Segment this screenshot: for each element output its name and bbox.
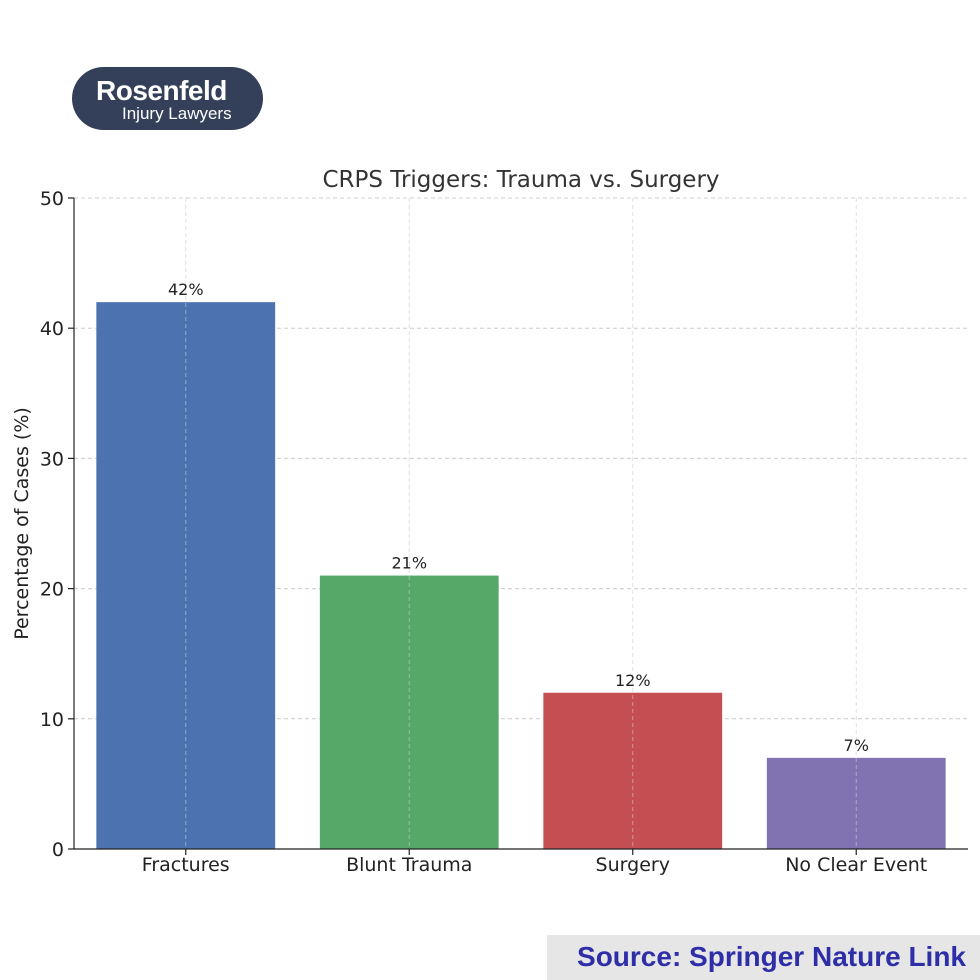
logo-brand-text: Rosenfeld — [96, 75, 227, 106]
bar-chart: 42% 21% 12% 7% 0 10 20 30 40 50 Fractures Blunt Tra… — [11, 167, 968, 876]
y-tick-label: 30 — [40, 448, 64, 470]
y-tick-label: 40 — [40, 318, 64, 340]
y-tick-label: 20 — [40, 579, 64, 601]
x-tick-label: Fractures — [142, 854, 230, 876]
x-tick-label: Surgery — [596, 854, 670, 876]
y-tick-label: 50 — [40, 188, 64, 210]
chart-title: CRPS Triggers: Trauma vs. Surgery — [322, 167, 719, 193]
source-banner: Source: Springer Nature Link — [547, 935, 980, 980]
data-label: 7% — [844, 736, 869, 755]
data-label: 12% — [615, 671, 651, 690]
x-tick-label: Blunt Trauma — [346, 854, 472, 876]
rosenfeld-logo[interactable]: Rosenfeld Injury Lawyers — [72, 67, 263, 130]
y-tick-label: 10 — [40, 709, 64, 731]
x-tick-label: No Clear Event — [785, 854, 927, 876]
source-text: Source: Springer Nature Link — [577, 941, 966, 972]
data-label: 21% — [391, 554, 427, 573]
y-tick-label: 0 — [52, 839, 64, 861]
data-label: 42% — [168, 280, 204, 299]
bar-fractures — [96, 302, 276, 849]
logo-tagline: Injury Lawyers — [122, 104, 232, 123]
y-axis-label: Percentage of Cases (%) — [11, 407, 33, 640]
